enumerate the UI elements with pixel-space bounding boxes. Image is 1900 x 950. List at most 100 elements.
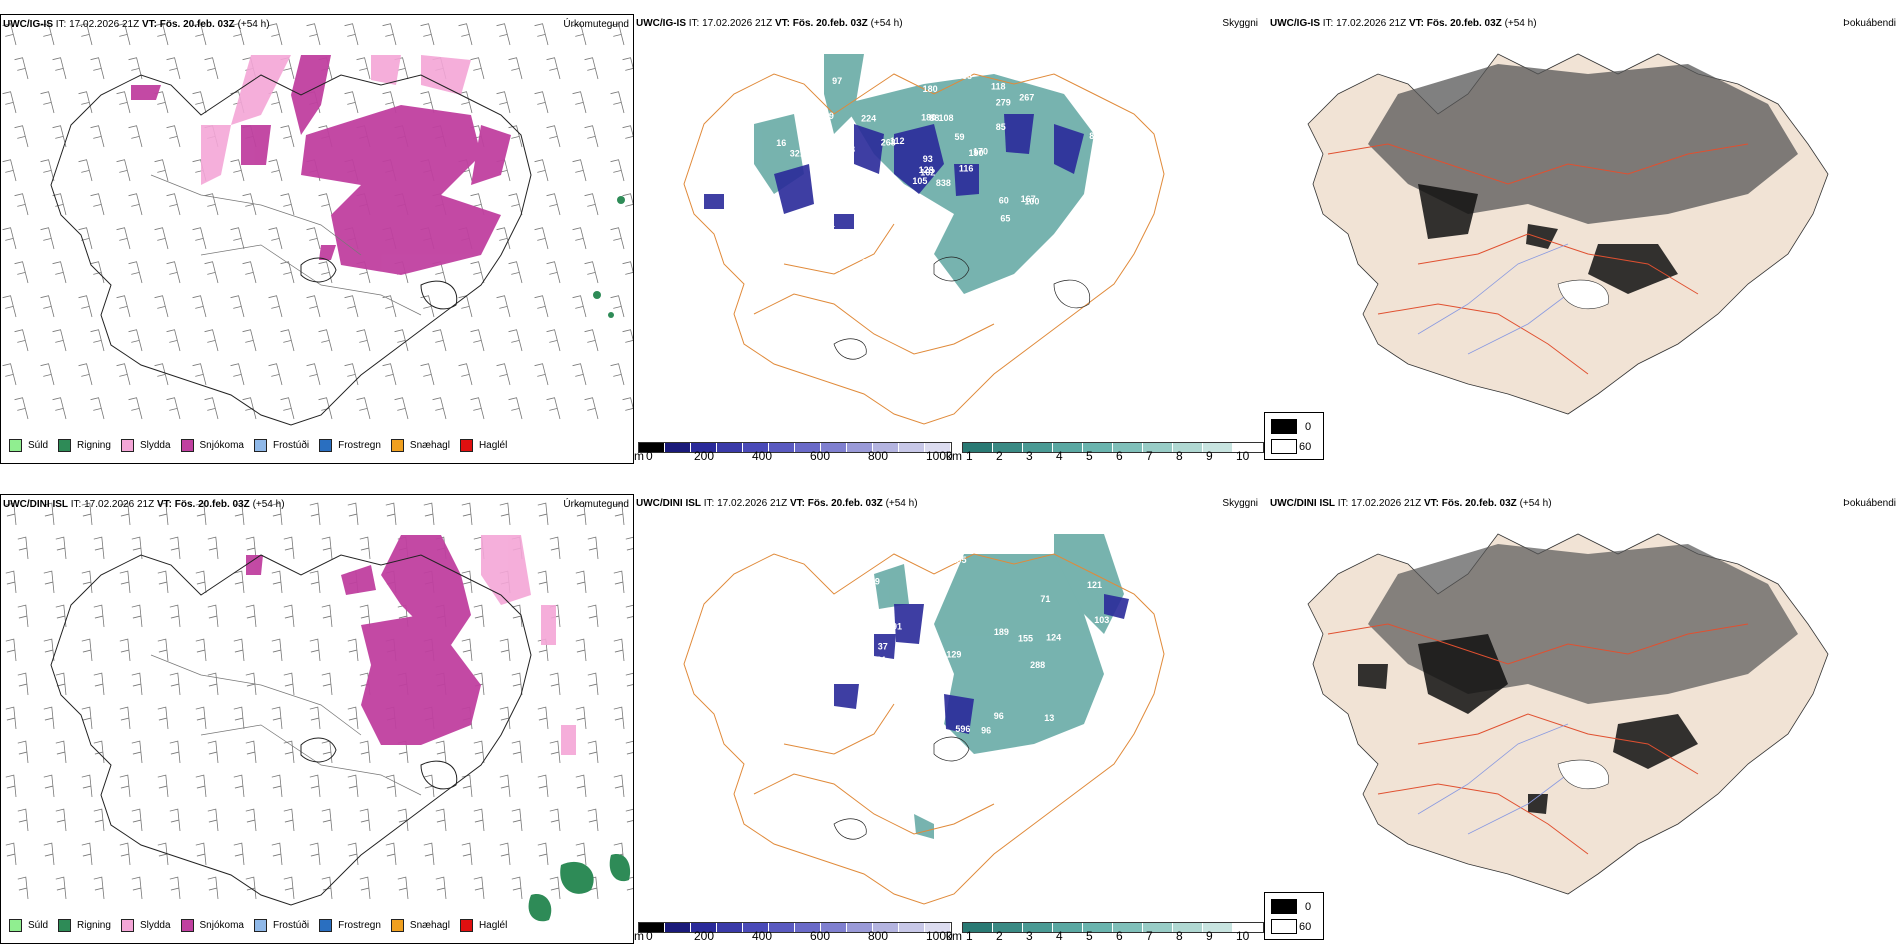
wind-barb xyxy=(116,227,131,250)
wind-barb xyxy=(385,842,397,866)
wind-barb xyxy=(511,876,523,900)
wind-barb xyxy=(613,570,625,594)
cloud-panel-top: 838 290 162 155 190 83 118 108 279 116 97 181 151 92 1… xyxy=(634,14,1266,462)
wind-barb xyxy=(2,23,17,46)
legend-label: Súld xyxy=(28,920,49,931)
visibility-unit: km xyxy=(946,929,962,942)
wind-barb xyxy=(394,329,409,352)
wind-barb xyxy=(81,774,93,798)
wind-barb xyxy=(119,774,131,798)
wind-barb xyxy=(166,261,181,284)
wind-barb xyxy=(195,638,207,662)
wind-barb xyxy=(169,740,181,764)
model-name: UWC/DINI ISL xyxy=(1270,498,1335,509)
wind-barb xyxy=(93,876,105,900)
colorbar-segment xyxy=(1233,923,1263,932)
precip-map-bottom xyxy=(5,502,633,922)
wind-barb xyxy=(385,774,397,798)
legend-item: Rigning xyxy=(58,439,111,452)
cloud-base-colorbar xyxy=(638,442,952,453)
colorbar-segment xyxy=(963,923,993,932)
fog-legend-swatch-60 xyxy=(1271,919,1297,934)
cloud-base-value: 290 xyxy=(812,115,827,125)
roads xyxy=(1327,143,1749,375)
cloud-base-value: 268 xyxy=(881,137,896,147)
wind-barb xyxy=(78,227,93,250)
cloud-base-areas xyxy=(834,594,1129,734)
wind-barb xyxy=(584,261,599,284)
cloud-base-value: 128 xyxy=(825,551,840,561)
cloud-base-value: 189 xyxy=(819,111,834,121)
wind-barb xyxy=(166,193,181,216)
wind-barb xyxy=(625,808,633,823)
wind-barb xyxy=(309,706,321,730)
colorbar-segment xyxy=(769,443,795,452)
wind-barb xyxy=(546,329,561,352)
wind-barb xyxy=(610,23,625,46)
wind-barb xyxy=(195,774,207,798)
wind-barb xyxy=(470,329,485,352)
wind-barb xyxy=(347,502,359,526)
wind-barb xyxy=(461,502,473,526)
cloud-base-value: 112 xyxy=(890,136,905,146)
iceland-outline xyxy=(50,74,532,426)
panel-header-precip-top: UWC/IG-IS IT: 17.02.2026 21Z VT: Fös. 20… xyxy=(3,19,270,31)
wind-barb xyxy=(52,261,67,284)
wind-barb xyxy=(534,227,549,250)
wind-barb xyxy=(280,261,295,284)
wind-barb xyxy=(52,57,67,80)
legend-swatch xyxy=(120,439,134,452)
wind-barb xyxy=(233,638,245,662)
wind-barb xyxy=(116,91,131,114)
model-name: UWC/IG-IS xyxy=(1270,18,1320,29)
legend-swatch xyxy=(319,919,333,932)
wind-barb xyxy=(572,363,587,386)
it-value: 17.02.2026 21Z xyxy=(84,499,155,510)
cloud-base-values: 838 290 162 155 190 83 118 108 279 116 97 181 151 92 1… xyxy=(776,71,1099,273)
cloud-base-value: 94 xyxy=(825,221,835,231)
wind-barb xyxy=(128,193,143,216)
wind-barb xyxy=(537,842,549,866)
vt-label: VT: xyxy=(1408,18,1424,29)
wind-barb xyxy=(321,740,333,764)
wind-barb xyxy=(359,876,371,900)
wind-barb xyxy=(613,774,625,798)
wind-barb xyxy=(78,159,93,182)
cloud-base-value: 108 xyxy=(939,113,954,123)
wind-barb xyxy=(81,706,93,730)
wind-barb xyxy=(584,193,599,216)
wind-barb xyxy=(93,672,105,696)
model-name: UWC/IG-IS xyxy=(636,18,686,29)
wind-barb xyxy=(575,502,587,526)
wind-barb xyxy=(207,808,219,832)
wind-barb xyxy=(230,363,245,386)
wind-barb xyxy=(382,363,397,386)
legend-item: Súld xyxy=(9,439,48,452)
cloud-base-value: 619 xyxy=(916,692,931,702)
vt-value: Fös. 20.feb. 03Z xyxy=(1441,498,1517,509)
colorbar-segment xyxy=(873,443,899,452)
fog-legend-label-0: 0 xyxy=(1305,421,1312,433)
lead-time: (+54 h) xyxy=(885,498,918,509)
wind-barb xyxy=(131,672,143,696)
wind-barb xyxy=(43,638,55,662)
wind-barb xyxy=(344,363,359,386)
legend-item: Snæhagl xyxy=(390,439,450,452)
wind-barb xyxy=(508,329,523,352)
wind-barb xyxy=(52,397,67,420)
wind-barb xyxy=(423,842,435,866)
cloud-base-areas xyxy=(704,114,1084,229)
colorbar-segment xyxy=(1203,443,1233,452)
panel-type-fog: Þokuábendi xyxy=(1843,498,1896,509)
cloud-base-value: 98 xyxy=(845,145,855,155)
wind-barb xyxy=(575,570,587,594)
cloud-base-value: 883 xyxy=(876,689,891,699)
wind-barb xyxy=(613,638,625,662)
wind-barb xyxy=(157,570,169,594)
visibility-tick: 1 xyxy=(966,449,973,462)
cloud-base-value: 202 xyxy=(800,251,815,261)
wind-barb xyxy=(420,91,435,114)
vt-value: Fös. 20.feb. 03Z xyxy=(807,498,883,509)
cloud-base-value: 167 xyxy=(1021,194,1036,204)
legend-item: Súld xyxy=(9,919,48,932)
